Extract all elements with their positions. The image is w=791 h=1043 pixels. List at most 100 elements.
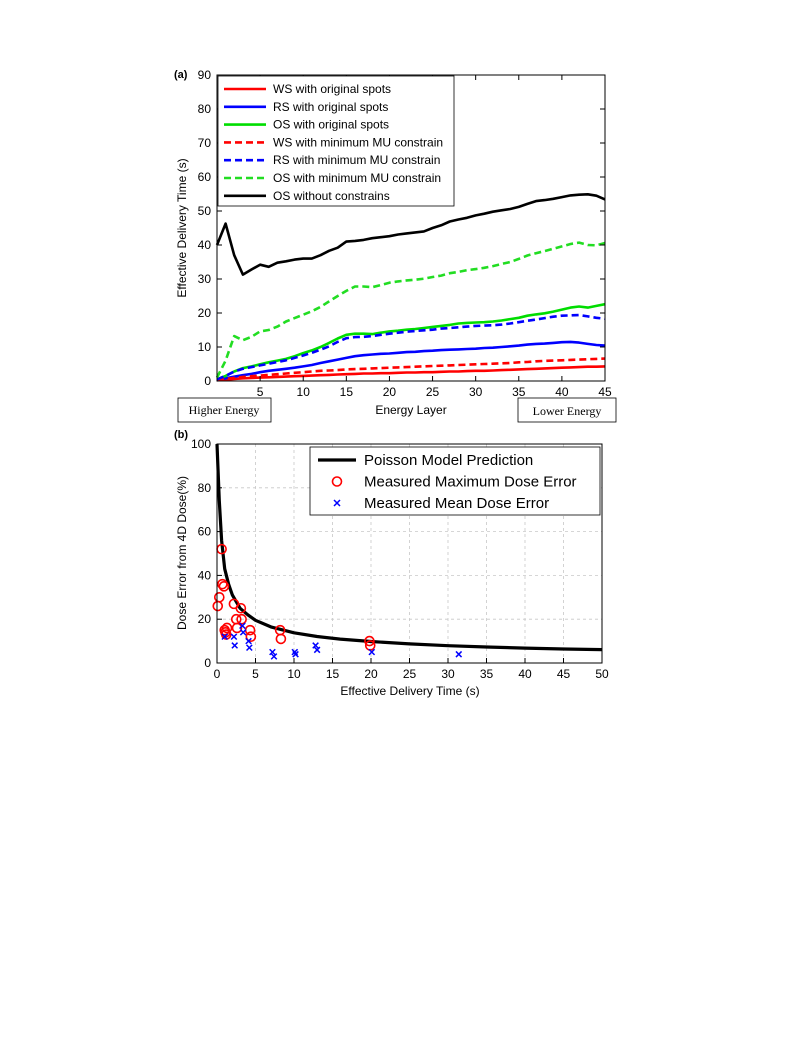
- y-tick-label: 0: [204, 374, 211, 388]
- y-tick-label: 30: [198, 272, 212, 286]
- max-dose-error-point: [245, 631, 257, 643]
- mean-dose-error-point: [230, 633, 238, 641]
- mean-dose-error-point-stroke: [221, 633, 229, 641]
- chart-panel-a: (a) 5 10 15 20 25 30 35 40 45 0 10 20 30 40 50 60 70 80 90…: [174, 68, 617, 423]
- panel-a-x-axis-label: Energy Layer: [375, 403, 446, 417]
- series-line-rs-with-original-spots: [216, 340, 606, 382]
- legend-label-measured-maximum-dose-error: Measured Maximum Dose Error: [364, 474, 577, 491]
- panel-a-ticks: 5 10 15 20 25 30 35 40 45 0 10 20 30 40 50 60 70 80 90: [198, 68, 612, 399]
- x-tick-label: 50: [595, 667, 609, 681]
- panel-b-markers: [212, 543, 463, 660]
- legend-label-os-with-minimum-mu-constrain: OS with minimum MU constrain: [273, 171, 441, 185]
- x-tick-label: 25: [403, 667, 417, 681]
- legend-label-poisson-model-prediction: Poisson Model Prediction: [364, 452, 533, 469]
- legend-swatch-measured-mean-dose-error: [333, 499, 341, 507]
- x-tick-label: 5: [257, 385, 264, 399]
- mean-dose-error-point-stroke: [245, 637, 252, 645]
- mean-dose-error-point-stroke: [313, 646, 321, 654]
- mean-dose-error-point-stroke: [455, 650, 463, 658]
- panel-a-label: (a): [174, 69, 188, 81]
- mean-dose-error-point: [269, 648, 276, 656]
- series-line-rs-with-minimum-mu-constrain: [216, 313, 606, 381]
- y-tick-label: 20: [198, 612, 212, 626]
- mean-dose-error-point-stroke: [368, 648, 376, 656]
- mean-dose-error-point: [270, 653, 278, 660]
- panel-b-label: (b): [174, 429, 188, 441]
- x-tick-label: 40: [555, 385, 569, 399]
- panel-b-model-curve: [215, 443, 603, 652]
- panel-a-y-axis-label: Effective Delivery Time (s): [175, 158, 189, 297]
- y-tick-label: 90: [198, 68, 212, 82]
- x-tick-label: 20: [383, 385, 397, 399]
- x-tick-label: 45: [598, 385, 612, 399]
- panel-a-legend: WS with original spots RS with original s…: [224, 82, 443, 203]
- y-tick-label: 80: [198, 102, 212, 116]
- legend-label-ws-with-minimum-mu-constrain: WS with minimum MU constrain: [273, 135, 443, 149]
- series-line-ws-with-original-spots: [216, 365, 606, 382]
- y-tick-label: 50: [198, 204, 212, 218]
- mean-dose-error-point-stroke: [231, 642, 239, 649]
- y-tick-label: 100: [191, 437, 211, 451]
- y-tick-label: 60: [198, 170, 212, 184]
- x-tick-label: 35: [480, 667, 494, 681]
- mean-dose-error-point-stroke: [292, 650, 299, 658]
- panel-b-y-axis-label: Dose Error from 4D Dose(%): [175, 476, 189, 630]
- mean-dose-error-point: [292, 650, 299, 658]
- x-tick-label: 45: [557, 667, 571, 681]
- series-line-ws-with-minimum-mu-constrain: [216, 357, 606, 382]
- x-tick-label: 35: [512, 385, 526, 399]
- y-tick-label: 70: [198, 136, 212, 150]
- max-dose-error-point: [217, 578, 228, 590]
- panel-b-legend: Poisson Model Prediction Measured Maximum…: [318, 452, 577, 512]
- mean-dose-error-point: [239, 622, 246, 630]
- legend-label-os-with-original-spots: OS with original spots: [273, 118, 389, 132]
- max-dose-error-point: [235, 602, 247, 614]
- mean-dose-error-point: [231, 642, 239, 649]
- lower-energy-box: [517, 397, 617, 423]
- panel-a-plot-frame: [216, 74, 606, 382]
- higher-energy-box: [177, 397, 272, 423]
- mean-dose-error-point: [313, 646, 321, 654]
- higher-energy-label: Higher Energy: [189, 403, 260, 417]
- series-line-os-with-original-spots: [216, 302, 606, 381]
- mean-dose-error-point-stroke: [269, 648, 276, 656]
- x-tick-label: 0: [214, 667, 221, 681]
- legend-label-measured-mean-dose-error: Measured Mean Dose Error: [364, 495, 549, 512]
- panel-b-ticks: 0 5 10 15 20 25 30 35 40 45 50 0 20 40 60 80 100: [191, 437, 609, 681]
- mean-dose-error-point-stroke: [239, 629, 247, 636]
- x-tick-label: 5: [252, 667, 259, 681]
- max-dose-error-point: [212, 600, 224, 612]
- mean-dose-error-point: [221, 633, 229, 641]
- panel-a-legend-box: [217, 75, 455, 207]
- mean-dose-error-point-stroke: [312, 642, 319, 649]
- mean-dose-error-point: [455, 650, 463, 658]
- mean-dose-error-point-stroke: [291, 648, 299, 656]
- max-dose-error-point: [275, 633, 287, 645]
- mean-dose-error-point: [246, 644, 253, 652]
- legend-label-ws-with-original-spots: WS with original spots: [273, 82, 391, 96]
- legend-label-rs-with-minimum-mu-constrain: RS with minimum MU constrain: [273, 153, 440, 167]
- mean-dose-error-point-stroke: [230, 633, 238, 641]
- legend-label-rs-with-original-spots: RS with original spots: [273, 100, 388, 114]
- x-tick-label: 30: [441, 667, 455, 681]
- max-dose-error-point: [221, 622, 233, 634]
- legend-label-os-without-constrains: OS without constrains: [273, 189, 390, 203]
- y-tick-label: 40: [198, 568, 212, 582]
- max-dose-error-point: [214, 591, 225, 603]
- panel-b-x-axis-label: Effective Delivery Time (s): [340, 684, 479, 698]
- max-dose-error-point: [231, 622, 243, 634]
- y-tick-label: 20: [198, 306, 212, 320]
- mean-dose-error-point-stroke: [246, 644, 253, 652]
- panel-b-legend-box: [309, 446, 601, 516]
- panel-a-series-lines: [215, 193, 606, 382]
- chart-panel-b: (b) 0 5 10 15 20 25 30 35 40 45 50 0 20 40 60 80 100 Eff…: [174, 429, 609, 698]
- x-tick-label: 10: [287, 667, 301, 681]
- max-dose-error-point: [218, 581, 230, 592]
- mean-dose-error-point: [239, 629, 247, 636]
- legend-swatch-stroke: [333, 499, 341, 507]
- series-line-os-without-constrains: [215, 193, 606, 276]
- x-tick-label: 15: [326, 667, 340, 681]
- series-line-poisson-model-prediction: [215, 443, 603, 652]
- max-dose-error-point: [236, 613, 247, 625]
- series-line-os-with-minimum-mu-constrain: [215, 241, 606, 379]
